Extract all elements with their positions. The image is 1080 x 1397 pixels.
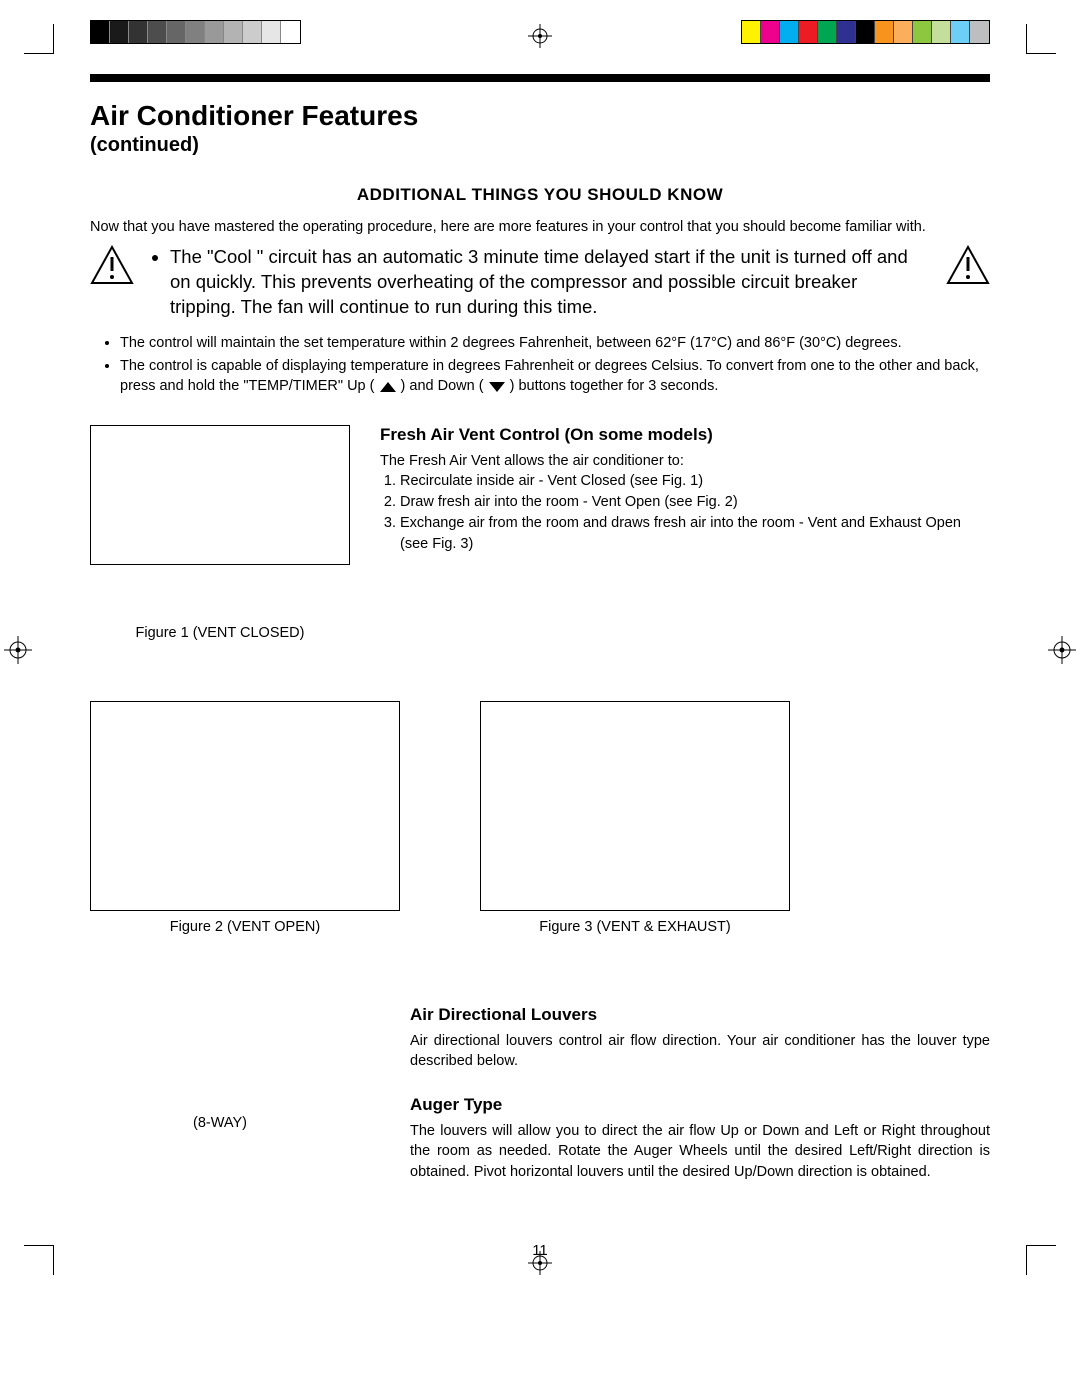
- warning-icon: [946, 245, 990, 290]
- registration-mark-bottom: [528, 1251, 552, 1275]
- louvers-heading: Air Directional Louvers: [410, 1005, 990, 1025]
- warning-text: The "Cool " circuit has an automatic 3 m…: [170, 245, 928, 320]
- bullet-temp-range: The control will maintain the set temper…: [120, 334, 990, 354]
- auger-body: The louvers will allow you to direct the…: [410, 1121, 990, 1182]
- vent-item-3: Exchange air from the room and draws fre…: [400, 513, 990, 555]
- bullet-unit-convert: The control is capable of displaying tem…: [120, 357, 990, 396]
- up-arrow-icon: [379, 380, 397, 392]
- process-color-bar: [741, 20, 990, 44]
- section-heading-additional: Additional Things You Should Know: [90, 185, 990, 205]
- vent-item-1: Recirculate inside air - Vent Closed (se…: [400, 471, 990, 492]
- figure-1-caption: Figure 1 (VENT CLOSED): [90, 625, 350, 641]
- registration-mark-left: [4, 636, 32, 664]
- grayscale-bar: [90, 20, 301, 44]
- header-rule: [90, 74, 990, 82]
- registration-mark-top: [528, 24, 552, 48]
- figure-2-box: [90, 701, 400, 911]
- crop-mark-tr: [1026, 24, 1056, 54]
- auger-heading: Auger Type: [410, 1095, 990, 1115]
- figure-1-box: [90, 425, 350, 565]
- louvers-body: Air directional louvers control air flow…: [410, 1031, 990, 1072]
- down-arrow-icon: [488, 380, 506, 392]
- crop-mark-bl: [24, 1245, 54, 1275]
- crop-mark-br: [1026, 1245, 1056, 1275]
- page-title: Air Conditioner Features: [90, 100, 990, 132]
- feature-bullets: The control will maintain the set temper…: [90, 334, 990, 397]
- figure-2-caption: Figure 2 (VENT OPEN): [170, 919, 320, 935]
- crop-mark-tl: [24, 24, 54, 54]
- figure-3-caption: Figure 3 (VENT & EXHAUST): [539, 919, 731, 935]
- vent-item-2: Draw fresh air into the room - Vent Open…: [400, 492, 990, 513]
- page-subtitle: (continued): [90, 134, 990, 157]
- vent-intro: The Fresh Air Vent allows the air condit…: [380, 451, 990, 471]
- warning-icon: [90, 245, 134, 290]
- louver-8way-label: (8-WAY): [90, 1115, 350, 1131]
- intro-text: Now that you have mastered the operating…: [90, 219, 990, 235]
- figure-3-box: [480, 701, 790, 911]
- vent-list: Recirculate inside air - Vent Closed (se…: [380, 471, 990, 555]
- registration-mark-right: [1048, 636, 1076, 664]
- vent-heading: Fresh Air Vent Control (On some models): [380, 425, 990, 445]
